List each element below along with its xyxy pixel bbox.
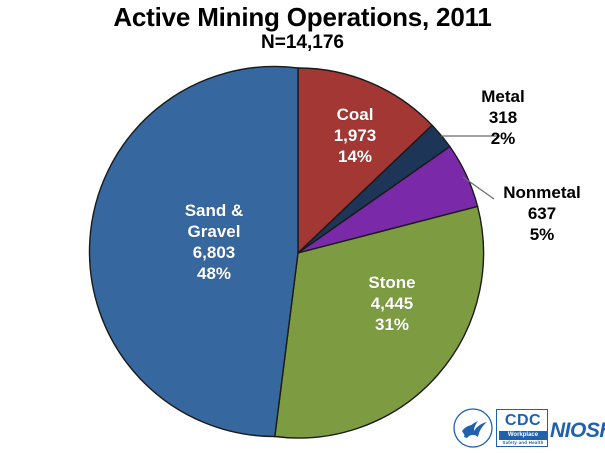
cdc-logo-text: CDC: [504, 412, 542, 429]
slice-label-stone-name: Stone: [368, 273, 416, 292]
cdc-logo: CDC Workplace Safety and Health: [496, 409, 548, 447]
page-title: Active Mining Operations, 2011: [113, 2, 492, 32]
pie-slice-sand-and-gravel[interactable]: [88, 65, 299, 438]
slice-label-stone: Stone 4,445 31%: [332, 272, 452, 335]
agency-logo-block: CDC Workplace Safety and Health NIOSH: [452, 405, 605, 450]
slice-label-sand-and-gravel-percent: 48%: [196, 264, 232, 283]
slice-label-sand-and-gravel-value: 6,803: [192, 243, 236, 262]
slice-label-coal-value: 1,973: [333, 126, 377, 145]
slice-label-nonmetal-value: 637: [527, 204, 557, 223]
slice-label-metal-value: 318: [488, 108, 518, 127]
pie-slice-coal[interactable]: [297, 67, 434, 255]
cdc-tagline-bar: [499, 431, 547, 440]
slice-label-stone-percent: 31%: [374, 315, 410, 334]
hhs-seal-icon: [453, 408, 493, 448]
slice-label-sand-and-gravel-name-line2: Gravel: [187, 222, 241, 241]
slice-label-coal-name: Coal: [336, 105, 374, 124]
slice-label-nonmetal: Nonmetal 637 5%: [482, 182, 602, 245]
slice-label-coal-percent: 14%: [337, 147, 373, 166]
slice-label-nonmetal-name: Nonmetal: [503, 183, 581, 202]
slice-label-stone-value: 4,445: [370, 294, 414, 313]
slice-label-sand-and-gravel: Sand & Gravel 6,803 48%: [140, 200, 288, 284]
slice-label-metal-percent: 2%: [490, 129, 516, 148]
slice-label-coal: Coal 1,973 14%: [300, 104, 410, 167]
slice-label-metal: Metal 318 2%: [448, 86, 558, 149]
cdc-tagline-text: Workplace: [507, 432, 539, 438]
cdc-subtagline-text: Safety and Health: [502, 440, 544, 445]
chart-subtitle-total: N=14,176: [261, 32, 344, 53]
leader-line-nonmetal: [462, 176, 495, 200]
slice-label-nonmetal-percent: 5%: [529, 225, 555, 244]
pie-slice-stone[interactable]: [274, 205, 485, 439]
niosh-logo-text: NIOSH: [550, 419, 605, 442]
slice-label-sand-and-gravel-name: Sand &: [184, 201, 244, 220]
slice-label-metal-name: Metal: [481, 87, 525, 106]
